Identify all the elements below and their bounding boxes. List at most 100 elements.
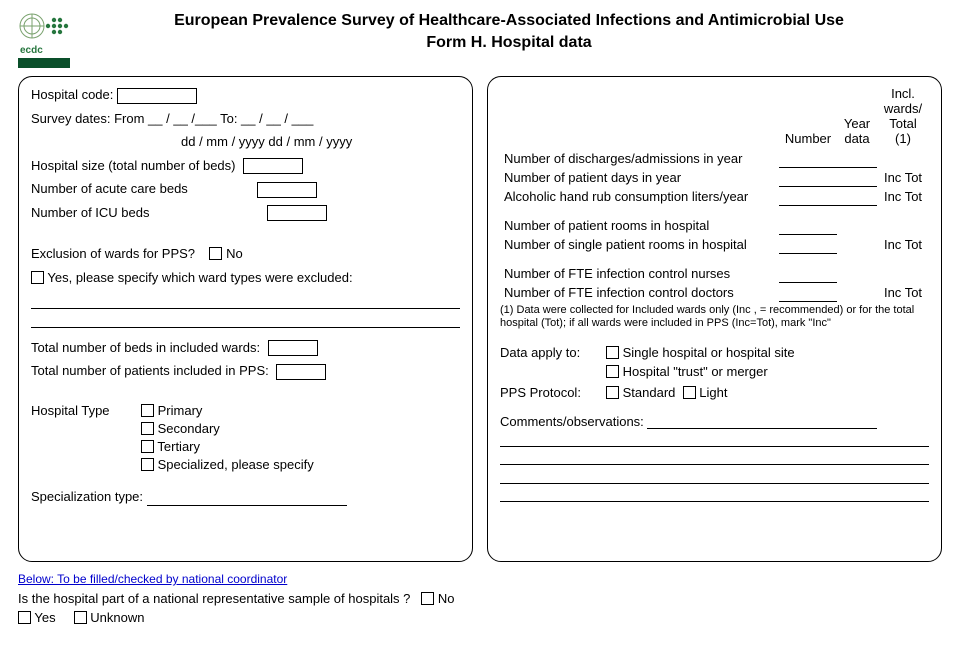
pps-protocol-row: PPS Protocol: Standard Light xyxy=(500,385,929,400)
row-handrub-year[interactable] xyxy=(837,187,877,206)
survey-dates-row[interactable]: Survey dates: From __ / __ /___ To: __ /… xyxy=(31,109,460,129)
specialization-type-label: Specialization type: xyxy=(31,489,143,504)
htype-primary-checkbox[interactable] xyxy=(141,404,154,417)
hdr-year: Year data xyxy=(837,85,877,149)
exclusion-row: Exclusion of wards for PPS? No xyxy=(31,244,460,264)
row-fte-doctors: Number of FTE infection control doctors xyxy=(500,283,929,302)
pps-protocol-label: PPS Protocol: xyxy=(500,385,596,400)
exclusion-no-checkbox[interactable] xyxy=(209,247,222,260)
htype-secondary-checkbox[interactable] xyxy=(141,422,154,435)
htype-tertiary-checkbox[interactable] xyxy=(141,440,154,453)
hospital-size-row[interactable]: Hospital size (total number of beds) xyxy=(31,156,460,176)
protocol-standard-label: Standard xyxy=(623,385,676,400)
beds-included-row[interactable]: Total number of beds in included wards: xyxy=(31,338,460,358)
row-handrub-label: Alcoholic hand rub consumption liters/ye… xyxy=(500,187,779,206)
htype-specialized-checkbox[interactable] xyxy=(141,458,154,471)
row-patient-rooms: Number of patient rooms in hospital Inc … xyxy=(500,216,929,235)
patients-included-row[interactable]: Total number of patients included in PPS… xyxy=(31,361,460,381)
row-handrub: Alcoholic hand rub consumption liters/ye… xyxy=(500,187,929,206)
inctot-1[interactable]: Inc Tot xyxy=(877,149,929,187)
rep-sample-label: Is the hospital part of a national repre… xyxy=(18,591,410,606)
comments-line-1[interactable] xyxy=(500,433,929,447)
patients-included-input[interactable] xyxy=(276,364,326,380)
apply-single-row: Single hospital or hospital site xyxy=(606,345,795,360)
hospital-size-label: Hospital size (total number of beds) xyxy=(31,158,235,173)
apply-single-label: Single hospital or hospital site xyxy=(623,345,795,360)
svg-text:ecdc: ecdc xyxy=(20,45,43,56)
title-line2: Form H. Hospital data xyxy=(76,32,942,54)
inctot-4[interactable]: Inc Tot xyxy=(877,264,929,302)
hospital-size-input[interactable] xyxy=(243,158,303,174)
apply-trust-checkbox[interactable] xyxy=(606,365,619,378)
comments-line-3[interactable] xyxy=(500,469,929,483)
exclusion-yes-checkbox[interactable] xyxy=(31,271,44,284)
row-patient-days-label: Number of patient days in year xyxy=(500,168,779,187)
icu-beds-label: Number of ICU beds xyxy=(31,205,150,220)
row-patient-days-num[interactable] xyxy=(779,168,837,187)
protocol-light-checkbox[interactable] xyxy=(683,386,696,399)
htype-tertiary-row: Tertiary xyxy=(141,439,314,454)
rep-unknown-checkbox[interactable] xyxy=(74,611,87,624)
comments-line-4[interactable] xyxy=(500,488,929,502)
row-handrub-num[interactable] xyxy=(779,187,837,206)
specialization-type-row[interactable]: Specialization type: xyxy=(31,487,460,507)
comments-line-0[interactable] xyxy=(647,414,877,428)
specialization-type-input[interactable] xyxy=(147,492,347,506)
icu-beds-input[interactable] xyxy=(267,205,327,221)
row-patient-days: Number of patient days in year xyxy=(500,168,929,187)
row-single-rooms: Number of single patient rooms in hospit… xyxy=(500,235,929,254)
row-discharges: Number of discharges/admissions in year … xyxy=(500,149,929,168)
comments-section: Comments/observations: xyxy=(500,414,929,429)
row-patient-days-year[interactable] xyxy=(837,168,877,187)
acute-beds-row[interactable]: Number of acute care beds xyxy=(31,179,460,199)
row-single-rooms-num[interactable] xyxy=(779,235,837,254)
exclusion-yes-label: Yes, please specify which ward types wer… xyxy=(47,270,352,285)
row-fte-doctors-num[interactable] xyxy=(779,283,837,302)
apply-trust-label: Hospital "trust" or merger xyxy=(623,364,768,379)
beds-included-input[interactable] xyxy=(268,340,318,356)
comments-label: Comments/observations: xyxy=(500,414,644,429)
data-apply-label: Data apply to: xyxy=(500,345,596,379)
data-apply-row: Data apply to: Single hospital or hospit… xyxy=(500,345,929,379)
apply-single-checkbox[interactable] xyxy=(606,346,619,359)
acute-beds-label: Number of acute care beds xyxy=(31,181,188,196)
rep-unknown-label: Unknown xyxy=(90,610,144,625)
form-title: European Prevalence Survey of Healthcare… xyxy=(76,10,942,53)
coordinator-note: Below: To be filled/checked by national … xyxy=(18,572,473,586)
hospital-code-row[interactable]: Hospital code: xyxy=(31,85,460,105)
protocol-standard-checkbox[interactable] xyxy=(606,386,619,399)
exclusion-line-1[interactable] xyxy=(31,295,460,309)
rep-sample-section: Is the hospital part of a national repre… xyxy=(18,590,473,628)
patients-included-label: Total number of patients included in PPS… xyxy=(31,363,269,378)
hospital-code-label: Hospital code: xyxy=(31,87,113,102)
inctot-2[interactable]: Inc Tot xyxy=(877,187,929,206)
protocol-light-label: Light xyxy=(699,385,727,400)
hospital-code-input[interactable] xyxy=(117,88,197,104)
rep-no-label: No xyxy=(438,591,455,606)
htype-secondary-row: Secondary xyxy=(141,421,314,436)
right-panel: Number Year data Incl. wards/ Total (1) … xyxy=(487,76,942,562)
row-fte-nurses-num[interactable] xyxy=(779,264,837,283)
htype-primary-label: Primary xyxy=(158,403,203,418)
exclusion-no-label: No xyxy=(226,246,243,261)
data-table: Number Year data Incl. wards/ Total (1) … xyxy=(500,85,929,302)
apply-trust-row: Hospital "trust" or merger xyxy=(606,364,795,379)
icu-beds-row[interactable]: Number of ICU beds xyxy=(31,203,460,223)
row-discharges-num[interactable] xyxy=(779,149,837,168)
exclusion-line-2[interactable] xyxy=(31,313,460,327)
left-panel: Hospital code: Survey dates: From __ / _… xyxy=(18,76,473,562)
row-discharges-year[interactable] xyxy=(837,149,877,168)
rep-yes-label: Yes xyxy=(34,610,55,625)
beds-included-label: Total number of beds in included wards: xyxy=(31,340,260,355)
rep-yes-checkbox[interactable] xyxy=(18,611,31,624)
inctot-3[interactable]: Inc Tot xyxy=(877,216,929,254)
acute-beds-input[interactable] xyxy=(257,182,317,198)
rep-no-checkbox[interactable] xyxy=(421,592,434,605)
htype-specialized-row: Specialized, please specify xyxy=(141,457,314,472)
ecdc-logo: ecdc xyxy=(18,10,70,70)
row-patient-rooms-label: Number of patient rooms in hospital xyxy=(500,216,779,235)
row-single-rooms-label: Number of single patient rooms in hospit… xyxy=(500,235,779,254)
row-patient-rooms-num[interactable] xyxy=(779,216,837,235)
comments-line-2[interactable] xyxy=(500,451,929,465)
hospital-type-section: Hospital Type Primary Secondary Tertiary… xyxy=(31,403,460,475)
